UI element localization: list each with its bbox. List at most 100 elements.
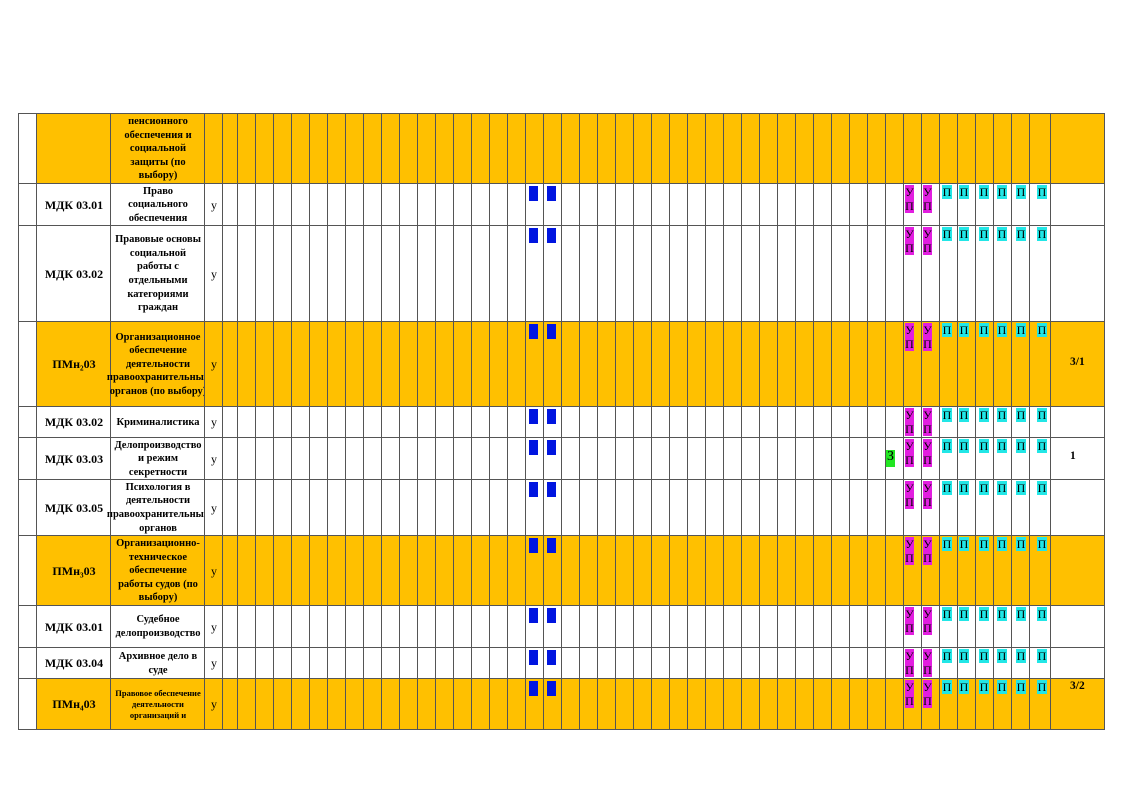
week-cell	[597, 113, 616, 184]
week-cell	[327, 437, 346, 480]
week-cell	[579, 406, 598, 438]
week-cell	[849, 647, 868, 679]
week-cell	[615, 678, 634, 730]
mark-u-label: У	[923, 649, 932, 663]
industrial-practice-mark: П	[979, 408, 989, 422]
week-cell	[723, 406, 742, 438]
week-cell	[507, 183, 526, 226]
week-cell	[507, 321, 526, 407]
week-cell	[849, 225, 868, 322]
assessment-mark	[204, 113, 223, 184]
week-cell	[222, 647, 238, 679]
week-cell	[417, 183, 436, 226]
week-cell	[705, 678, 724, 730]
week-cell	[327, 321, 346, 407]
mark-p-label: П	[923, 199, 932, 213]
week-cell	[579, 535, 598, 606]
week-cell	[255, 183, 274, 226]
week-cell	[1029, 113, 1051, 184]
week-cell	[723, 647, 742, 679]
week-cell	[669, 406, 688, 438]
week-cell	[507, 605, 526, 648]
week-cell	[1050, 113, 1105, 184]
industrial-practice-mark: П	[997, 680, 1007, 694]
week-cell	[237, 406, 256, 438]
week-cell	[669, 183, 688, 226]
mark-p-label: П	[923, 663, 932, 677]
week-cell	[885, 647, 904, 679]
week-cell	[687, 678, 706, 730]
week-cell	[561, 406, 580, 438]
week-cell	[831, 678, 850, 730]
week-cell	[255, 605, 274, 648]
week-cell	[777, 113, 796, 184]
week-cell	[273, 406, 292, 438]
industrial-practice-mark: П	[1016, 185, 1026, 199]
week-cell	[345, 225, 364, 322]
industrial-practice-mark: П	[1037, 537, 1047, 551]
mark-p-label: П	[905, 495, 914, 509]
week-cell	[507, 678, 526, 730]
module-code: МДК 03.04	[36, 647, 111, 679]
industrial-practice-mark: П	[979, 185, 989, 199]
week-cell	[309, 113, 328, 184]
theory-week-mark	[547, 186, 556, 201]
week-cell	[255, 647, 274, 679]
week-cell	[813, 321, 832, 407]
week-cell	[363, 535, 382, 606]
week-cell	[759, 535, 778, 606]
week-cell	[273, 479, 292, 536]
week-cell	[633, 605, 652, 648]
week-cell	[777, 605, 796, 648]
mark-u-label: У	[905, 607, 914, 621]
week-cell	[957, 113, 976, 184]
week-cell	[273, 225, 292, 322]
assessment-mark: у	[204, 535, 223, 606]
week-cell	[777, 647, 796, 679]
week-cell	[669, 113, 688, 184]
module-name: Судебное делопроизводство	[110, 605, 205, 648]
module-name: Правовые основы социальной работы с отде…	[110, 225, 205, 322]
week-cell	[435, 183, 454, 226]
week-cell	[633, 321, 652, 407]
week-cell	[885, 479, 904, 536]
week-cell	[363, 605, 382, 648]
week-cell	[885, 113, 904, 184]
week-cell	[435, 535, 454, 606]
week-cell	[903, 113, 922, 184]
week-cell	[867, 321, 886, 407]
week-cell	[687, 605, 706, 648]
week-cell	[399, 113, 418, 184]
module-name: пенсионного обеспечения и социальной защ…	[110, 113, 205, 184]
week-cell	[741, 535, 760, 606]
week-cell	[867, 678, 886, 730]
week-cell	[453, 479, 472, 536]
module-name: Право социального обеспечения	[110, 183, 205, 226]
week-cell	[795, 535, 814, 606]
week-cell	[651, 113, 670, 184]
week-cell	[849, 437, 868, 480]
mark-u-label: У	[905, 481, 914, 495]
week-cell	[399, 479, 418, 536]
week-cell	[399, 647, 418, 679]
week-cell	[237, 605, 256, 648]
theory-week-mark	[529, 186, 538, 201]
week-cell	[273, 535, 292, 606]
industrial-practice-mark: П	[997, 649, 1007, 663]
assessment-mark: у	[204, 605, 223, 648]
week-cell	[417, 113, 436, 184]
week-cell	[345, 321, 364, 407]
week-cell	[1050, 225, 1105, 322]
week-cell	[705, 225, 724, 322]
week-cell	[579, 183, 598, 226]
row-margin-cell	[18, 113, 37, 184]
week-cell	[435, 605, 454, 648]
week-cell	[1050, 605, 1105, 648]
week-cell	[453, 647, 472, 679]
hours-summary: 1	[1070, 450, 1076, 462]
